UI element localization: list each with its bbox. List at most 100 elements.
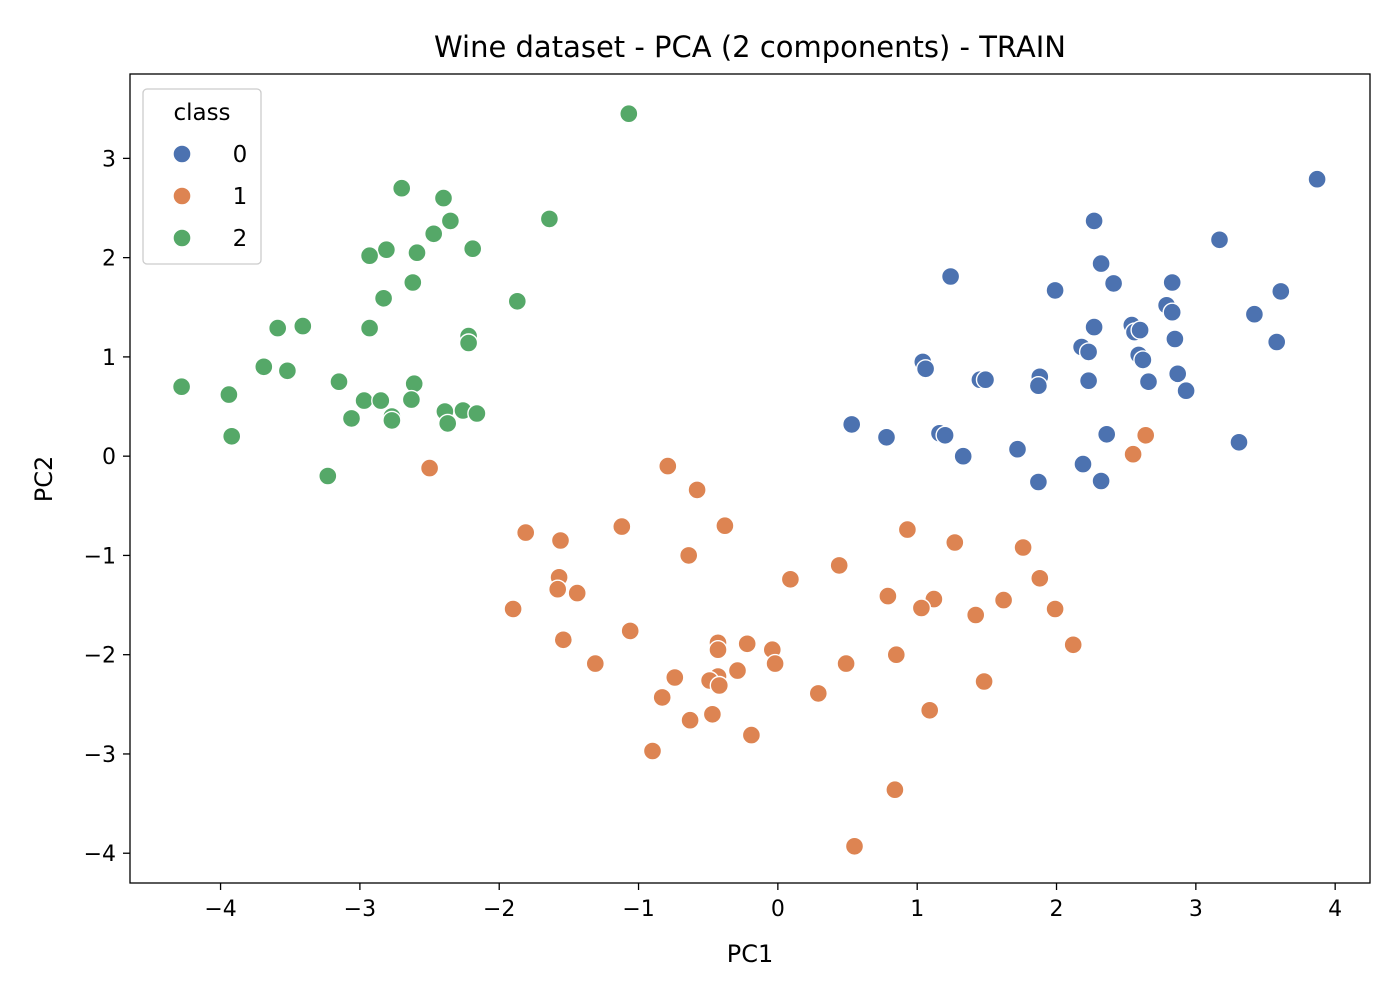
point-class-1-16: [567, 583, 587, 603]
point-class-2-35: [318, 466, 338, 486]
point-class-2-2: [433, 188, 454, 208]
point-class-1-36: [585, 653, 605, 674]
point-class-1-26: [620, 621, 640, 641]
x-tick-label-1: −3: [344, 897, 376, 922]
point-class-0-33: [876, 427, 897, 447]
point-class-0-39: [953, 446, 973, 466]
point-class-1-15: [548, 579, 568, 599]
point-class-2-22: [171, 377, 192, 397]
point-class-0-3: [1091, 253, 1111, 274]
legend-label-1: 1: [233, 184, 248, 210]
point-class-0-15: [1130, 320, 1150, 340]
point-class-1-24: [503, 599, 523, 619]
point-class-2-3: [539, 209, 560, 229]
point-class-0-16: [1165, 329, 1185, 349]
point-class-1-27: [553, 630, 573, 650]
point-class-0-0: [1307, 169, 1327, 189]
point-class-0-23: [915, 359, 936, 379]
point-class-1-18: [1030, 568, 1050, 588]
point-class-1-2: [419, 458, 440, 478]
y-axis: −4 −3 −2 −1 0 1 2 3: [84, 147, 130, 867]
point-class-1-8: [550, 530, 571, 551]
point-class-0-35: [935, 425, 955, 445]
point-class-2-1: [392, 178, 412, 198]
point-class-2-20: [329, 372, 349, 392]
point-class-2-0: [619, 103, 639, 124]
point-class-0-37: [1229, 432, 1249, 452]
point-class-1-19: [878, 586, 898, 606]
y-tick-label-5: 1: [102, 346, 116, 371]
y-tick-label-2: −2: [84, 644, 116, 669]
point-class-2-5: [424, 224, 444, 244]
legend-label-0: 0: [233, 142, 248, 168]
point-class-2-25: [371, 390, 391, 411]
point-class-0-1: [1209, 230, 1230, 250]
legend-title: class: [173, 100, 230, 126]
point-class-1-22: [993, 590, 1014, 610]
point-class-0-18: [1078, 342, 1099, 362]
point-class-1-48: [741, 725, 762, 745]
point-class-0-24: [1167, 364, 1188, 384]
point-class-1-17: [780, 569, 801, 589]
point-class-1-46: [702, 704, 723, 724]
point-class-1-23: [1045, 599, 1065, 619]
legend-label-2: 2: [233, 226, 248, 252]
point-class-2-11: [373, 288, 394, 308]
point-class-1-3: [658, 456, 678, 476]
x-tick-label-0: −4: [204, 897, 236, 922]
point-class-2-17: [458, 333, 479, 353]
point-class-1-6: [612, 516, 632, 537]
legend: class 0 1 2: [142, 88, 262, 265]
point-class-2-21: [404, 374, 424, 394]
x-tick-label-3: −1: [622, 897, 654, 922]
point-class-0-8: [1271, 281, 1291, 302]
point-class-0-5: [1162, 272, 1182, 293]
y-tick-label-1: −3: [84, 743, 116, 768]
point-class-1-10: [945, 532, 965, 553]
x-axis: −4 −3 −2 −1 0 1 2 3 4: [204, 883, 1342, 922]
point-class-2-19: [277, 361, 298, 381]
x-tick-label-2: −2: [483, 897, 515, 922]
x-tick-label-4: 0: [771, 897, 785, 922]
point-class-2-9: [359, 245, 380, 266]
point-class-2-6: [463, 238, 483, 259]
point-class-0-28: [975, 370, 996, 390]
point-class-0-21: [1133, 350, 1153, 370]
points-layer: [171, 103, 1327, 856]
point-class-2-32: [341, 408, 362, 429]
point-class-0-7: [1045, 280, 1065, 301]
y-axis-label: PC2: [30, 456, 58, 503]
point-class-0-11: [1162, 302, 1182, 322]
point-class-1-1: [1123, 444, 1143, 464]
plot-frame: [129, 73, 1371, 884]
point-class-0-9: [1244, 304, 1265, 324]
point-class-1-29: [737, 634, 757, 654]
point-class-2-18: [254, 357, 274, 377]
legend-marker-1: [172, 186, 192, 206]
point-class-1-49: [642, 741, 663, 761]
x-tick-label-7: 3: [1189, 897, 1203, 922]
x-tick-label-5: 1: [910, 897, 924, 922]
point-class-0-36: [1096, 424, 1117, 444]
point-class-1-43: [808, 683, 828, 704]
point-class-2-15: [359, 318, 380, 338]
point-class-1-21: [911, 598, 932, 618]
point-class-1-45: [920, 700, 940, 720]
point-class-0-26: [1028, 376, 1049, 396]
point-class-1-35: [886, 645, 906, 665]
point-class-0-2: [1084, 211, 1104, 231]
legend-entries: 0 1 2: [172, 142, 248, 252]
point-class-0-6: [940, 266, 961, 287]
point-class-0-41: [1028, 472, 1049, 492]
point-class-2-12: [507, 291, 527, 311]
x-tick-label-8: 4: [1328, 897, 1342, 922]
point-class-2-4: [440, 211, 461, 231]
point-class-1-7: [516, 522, 536, 543]
point-class-1-34: [836, 653, 856, 674]
point-class-1-37: [727, 660, 748, 681]
point-class-0-30: [1138, 372, 1159, 392]
point-class-2-26: [401, 389, 422, 410]
y-tick-label-0: −4: [84, 842, 116, 867]
y-tick-label-4: 0: [102, 445, 116, 470]
